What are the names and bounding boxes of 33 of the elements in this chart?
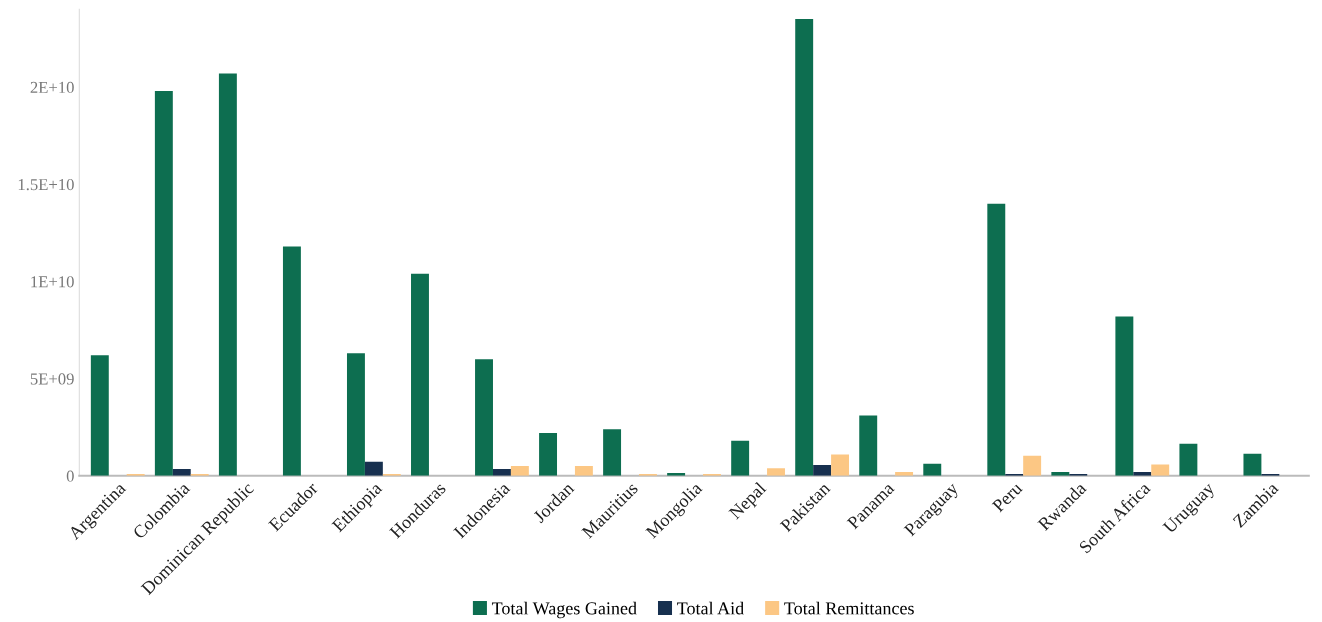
bar	[218, 73, 237, 476]
bar	[1243, 453, 1262, 476]
bar	[923, 463, 942, 476]
y-tick-label: 1.5E+10	[18, 178, 74, 191]
y-tick-label: 5E+09	[30, 373, 74, 385]
legend-label: Total Wages Gained	[491, 601, 637, 619]
y-tick-label: 2E+10	[30, 81, 74, 94]
bar	[510, 466, 529, 476]
bar	[475, 359, 493, 476]
bar	[831, 454, 850, 476]
bar	[795, 19, 814, 476]
bar	[603, 429, 622, 476]
bar	[574, 466, 593, 476]
bar	[1179, 443, 1198, 476]
bar	[90, 355, 109, 476]
x-tick-label: Peru	[991, 481, 1023, 513]
bar	[1023, 455, 1042, 476]
legend-label: Total Remittances	[784, 601, 914, 615]
bar	[767, 468, 785, 476]
y-tick-label: 0	[66, 470, 74, 482]
bar	[364, 461, 383, 476]
bar	[987, 203, 1006, 476]
y-tick-label: 1E+10	[31, 276, 74, 288]
bar	[411, 273, 429, 476]
bar	[282, 246, 301, 476]
bar	[154, 90, 173, 476]
bar	[1115, 316, 1134, 476]
bar	[731, 440, 750, 476]
legend-label: Total Aid	[677, 601, 744, 615]
bar	[859, 415, 878, 476]
bar	[539, 433, 558, 476]
bar	[813, 464, 832, 476]
bar	[346, 353, 365, 476]
